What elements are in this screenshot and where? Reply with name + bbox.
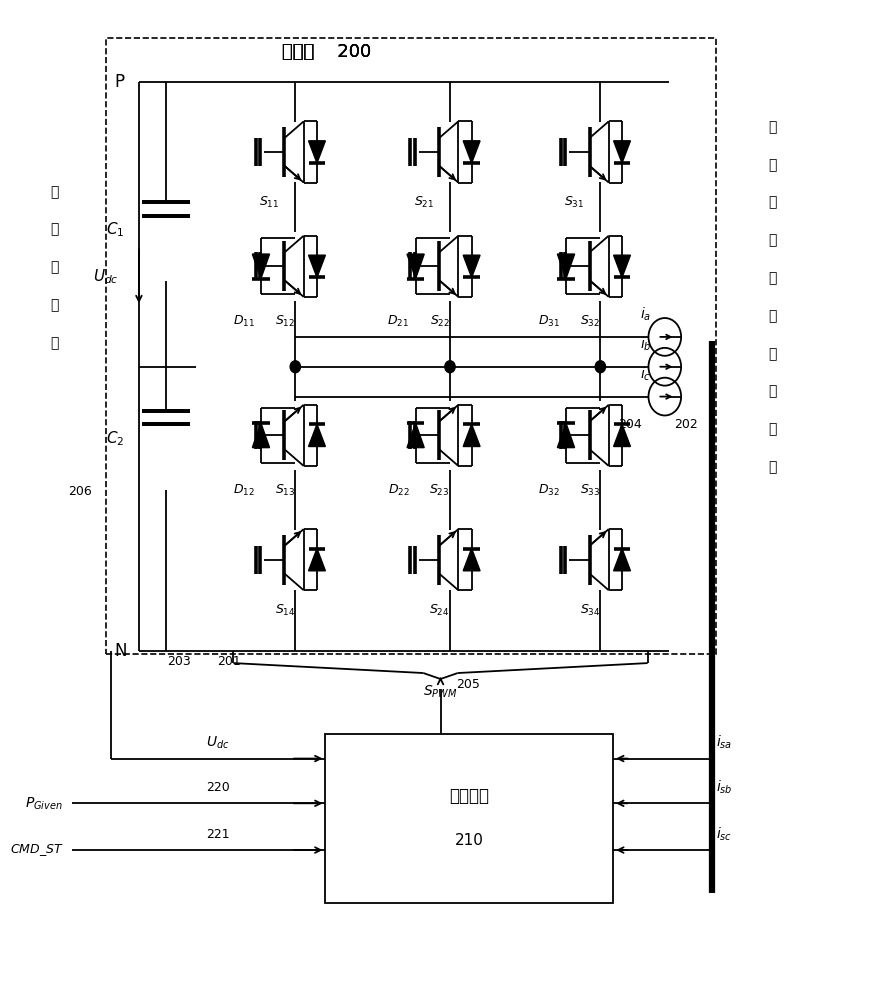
Polygon shape xyxy=(614,141,631,163)
Text: $S_{31}$: $S_{31}$ xyxy=(565,195,584,210)
Text: $i_{sc}$: $i_{sc}$ xyxy=(716,825,732,843)
Text: $i_{sb}$: $i_{sb}$ xyxy=(716,778,733,796)
Text: 母: 母 xyxy=(51,298,59,312)
Text: $S_{14}$: $S_{14}$ xyxy=(274,602,295,618)
Polygon shape xyxy=(614,549,631,571)
Text: 机: 机 xyxy=(768,385,776,399)
Text: 206: 206 xyxy=(69,485,93,498)
Bar xyxy=(106,38,716,654)
Text: 电: 电 xyxy=(768,347,776,361)
Text: $S_{32}$: $S_{32}$ xyxy=(580,314,601,329)
Polygon shape xyxy=(463,549,480,571)
Text: 发: 发 xyxy=(768,309,776,323)
Polygon shape xyxy=(308,549,325,571)
Text: $S_{24}$: $S_{24}$ xyxy=(429,602,450,618)
Text: $S_{13}$: $S_{13}$ xyxy=(274,483,295,498)
Polygon shape xyxy=(252,423,270,448)
Text: $U_{dc}$: $U_{dc}$ xyxy=(94,267,119,286)
Text: $S_{21}$: $S_{21}$ xyxy=(414,195,434,210)
Text: 220: 220 xyxy=(206,781,230,794)
Text: $D_{11}$: $D_{11}$ xyxy=(233,314,255,329)
Text: N: N xyxy=(115,642,127,660)
Polygon shape xyxy=(463,424,480,446)
Text: 主电路    200: 主电路 200 xyxy=(282,43,372,61)
Text: $D_{22}$: $D_{22}$ xyxy=(388,483,409,498)
Text: 210: 210 xyxy=(455,833,484,848)
Text: 221: 221 xyxy=(206,828,230,841)
Text: 204: 204 xyxy=(618,418,642,431)
Polygon shape xyxy=(463,141,480,163)
Polygon shape xyxy=(407,254,424,279)
Text: 定: 定 xyxy=(768,422,776,436)
Circle shape xyxy=(595,361,606,373)
Text: 磁: 磁 xyxy=(768,196,776,210)
Text: $P_{Given}$: $P_{Given}$ xyxy=(26,795,63,812)
Text: $i_{sa}$: $i_{sa}$ xyxy=(716,734,732,751)
Text: 201: 201 xyxy=(217,655,241,668)
Text: $D_{31}$: $D_{31}$ xyxy=(538,314,560,329)
Polygon shape xyxy=(463,255,480,277)
Polygon shape xyxy=(308,424,325,446)
Text: 子: 子 xyxy=(768,460,776,474)
Text: $C_2$: $C_2$ xyxy=(106,429,124,448)
Text: 203: 203 xyxy=(168,655,192,668)
Text: 线: 线 xyxy=(51,336,59,350)
Text: $S_{22}$: $S_{22}$ xyxy=(429,314,450,329)
Polygon shape xyxy=(558,423,575,448)
Polygon shape xyxy=(614,255,631,277)
Polygon shape xyxy=(407,423,424,448)
Text: 主电路    200: 主电路 200 xyxy=(282,43,372,62)
Text: $D_{21}$: $D_{21}$ xyxy=(388,314,409,329)
Text: 控制单元: 控制单元 xyxy=(449,787,489,805)
Text: $i_c$: $i_c$ xyxy=(641,366,651,383)
Text: $D_{12}$: $D_{12}$ xyxy=(233,483,255,498)
Text: $S_{23}$: $S_{23}$ xyxy=(429,483,450,498)
Polygon shape xyxy=(308,255,325,277)
Text: $S_{12}$: $S_{12}$ xyxy=(275,314,295,329)
Text: 接: 接 xyxy=(51,185,59,199)
Text: $i_b$: $i_b$ xyxy=(640,336,651,353)
Text: $C_1$: $C_1$ xyxy=(106,220,124,239)
Text: $S_{33}$: $S_{33}$ xyxy=(580,483,601,498)
Circle shape xyxy=(445,361,455,373)
Text: $U_{dc}$: $U_{dc}$ xyxy=(206,735,230,751)
Circle shape xyxy=(290,361,300,373)
Text: 202: 202 xyxy=(674,418,699,431)
Text: 接: 接 xyxy=(768,120,776,134)
Text: $i_a$: $i_a$ xyxy=(641,306,651,323)
Bar xyxy=(325,734,613,903)
Text: 主电路    200: 主电路 200 xyxy=(282,43,372,62)
Polygon shape xyxy=(614,424,631,446)
Text: 流: 流 xyxy=(51,260,59,274)
Text: $D_{32}$: $D_{32}$ xyxy=(538,483,560,498)
Text: 205: 205 xyxy=(456,678,480,691)
Text: $S_{34}$: $S_{34}$ xyxy=(580,602,601,618)
Text: 同: 同 xyxy=(768,233,776,247)
Text: $S_{11}$: $S_{11}$ xyxy=(259,195,280,210)
Text: 永: 永 xyxy=(768,158,776,172)
Text: 步: 步 xyxy=(768,271,776,285)
Text: P: P xyxy=(115,73,125,91)
Text: $S_{PWM}$: $S_{PWM}$ xyxy=(423,684,458,700)
Polygon shape xyxy=(308,141,325,163)
Text: $CMD\_ST$: $CMD\_ST$ xyxy=(10,842,63,858)
Polygon shape xyxy=(558,254,575,279)
Text: 直: 直 xyxy=(51,223,59,237)
Polygon shape xyxy=(252,254,270,279)
